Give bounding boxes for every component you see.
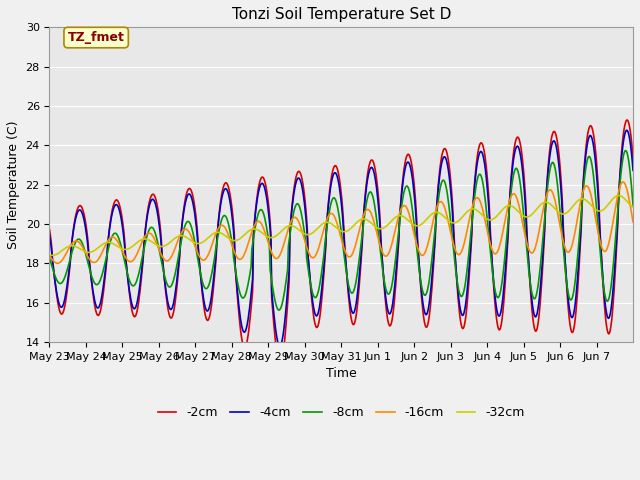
-16cm — [435, 200, 443, 205]
-16cm — [273, 256, 281, 262]
-8cm — [403, 183, 410, 189]
Line: -32cm: -32cm — [49, 195, 633, 255]
-2cm — [435, 174, 443, 180]
-16cm — [403, 204, 410, 210]
-4cm — [435, 178, 443, 184]
-2cm — [623, 117, 631, 123]
-4cm — [45, 231, 53, 237]
-32cm — [615, 192, 623, 198]
Line: -8cm: -8cm — [49, 151, 633, 310]
-16cm — [115, 240, 122, 246]
-32cm — [273, 232, 281, 238]
-2cm — [276, 361, 284, 367]
X-axis label: Time: Time — [326, 368, 356, 381]
-8cm — [275, 307, 283, 313]
-32cm — [45, 252, 53, 258]
Text: TZ_fmet: TZ_fmet — [68, 31, 125, 44]
-16cm — [222, 227, 230, 232]
-4cm — [403, 161, 410, 167]
-32cm — [251, 226, 259, 232]
-2cm — [629, 156, 637, 161]
Legend: -2cm, -4cm, -8cm, -16cm, -32cm: -2cm, -4cm, -8cm, -16cm, -32cm — [153, 401, 530, 424]
-32cm — [49, 252, 56, 258]
-8cm — [435, 192, 443, 197]
-2cm — [250, 223, 258, 229]
-8cm — [114, 233, 122, 239]
-32cm — [115, 244, 122, 250]
-2cm — [221, 180, 229, 186]
-8cm — [621, 148, 629, 154]
-4cm — [623, 127, 631, 133]
-16cm — [620, 179, 627, 185]
-4cm — [276, 343, 284, 349]
-8cm — [221, 213, 229, 219]
-8cm — [45, 255, 53, 261]
-16cm — [45, 252, 53, 258]
-32cm — [222, 233, 230, 239]
-2cm — [114, 198, 122, 204]
-4cm — [114, 204, 122, 209]
-16cm — [54, 261, 61, 266]
-8cm — [629, 202, 637, 208]
Line: -4cm: -4cm — [49, 130, 633, 346]
-32cm — [629, 204, 637, 210]
-2cm — [45, 227, 53, 232]
Line: -2cm: -2cm — [49, 120, 633, 364]
-32cm — [435, 210, 443, 216]
-8cm — [250, 231, 258, 237]
-4cm — [273, 331, 280, 336]
-4cm — [250, 223, 258, 229]
-8cm — [273, 302, 280, 308]
-4cm — [629, 168, 637, 173]
-16cm — [251, 222, 259, 228]
-16cm — [629, 219, 637, 225]
-2cm — [403, 155, 410, 160]
Title: Tonzi Soil Temperature Set D: Tonzi Soil Temperature Set D — [232, 7, 451, 22]
Y-axis label: Soil Temperature (C): Soil Temperature (C) — [7, 120, 20, 249]
-32cm — [403, 216, 410, 222]
-4cm — [221, 186, 229, 192]
-2cm — [273, 345, 280, 351]
Line: -16cm: -16cm — [49, 182, 633, 264]
